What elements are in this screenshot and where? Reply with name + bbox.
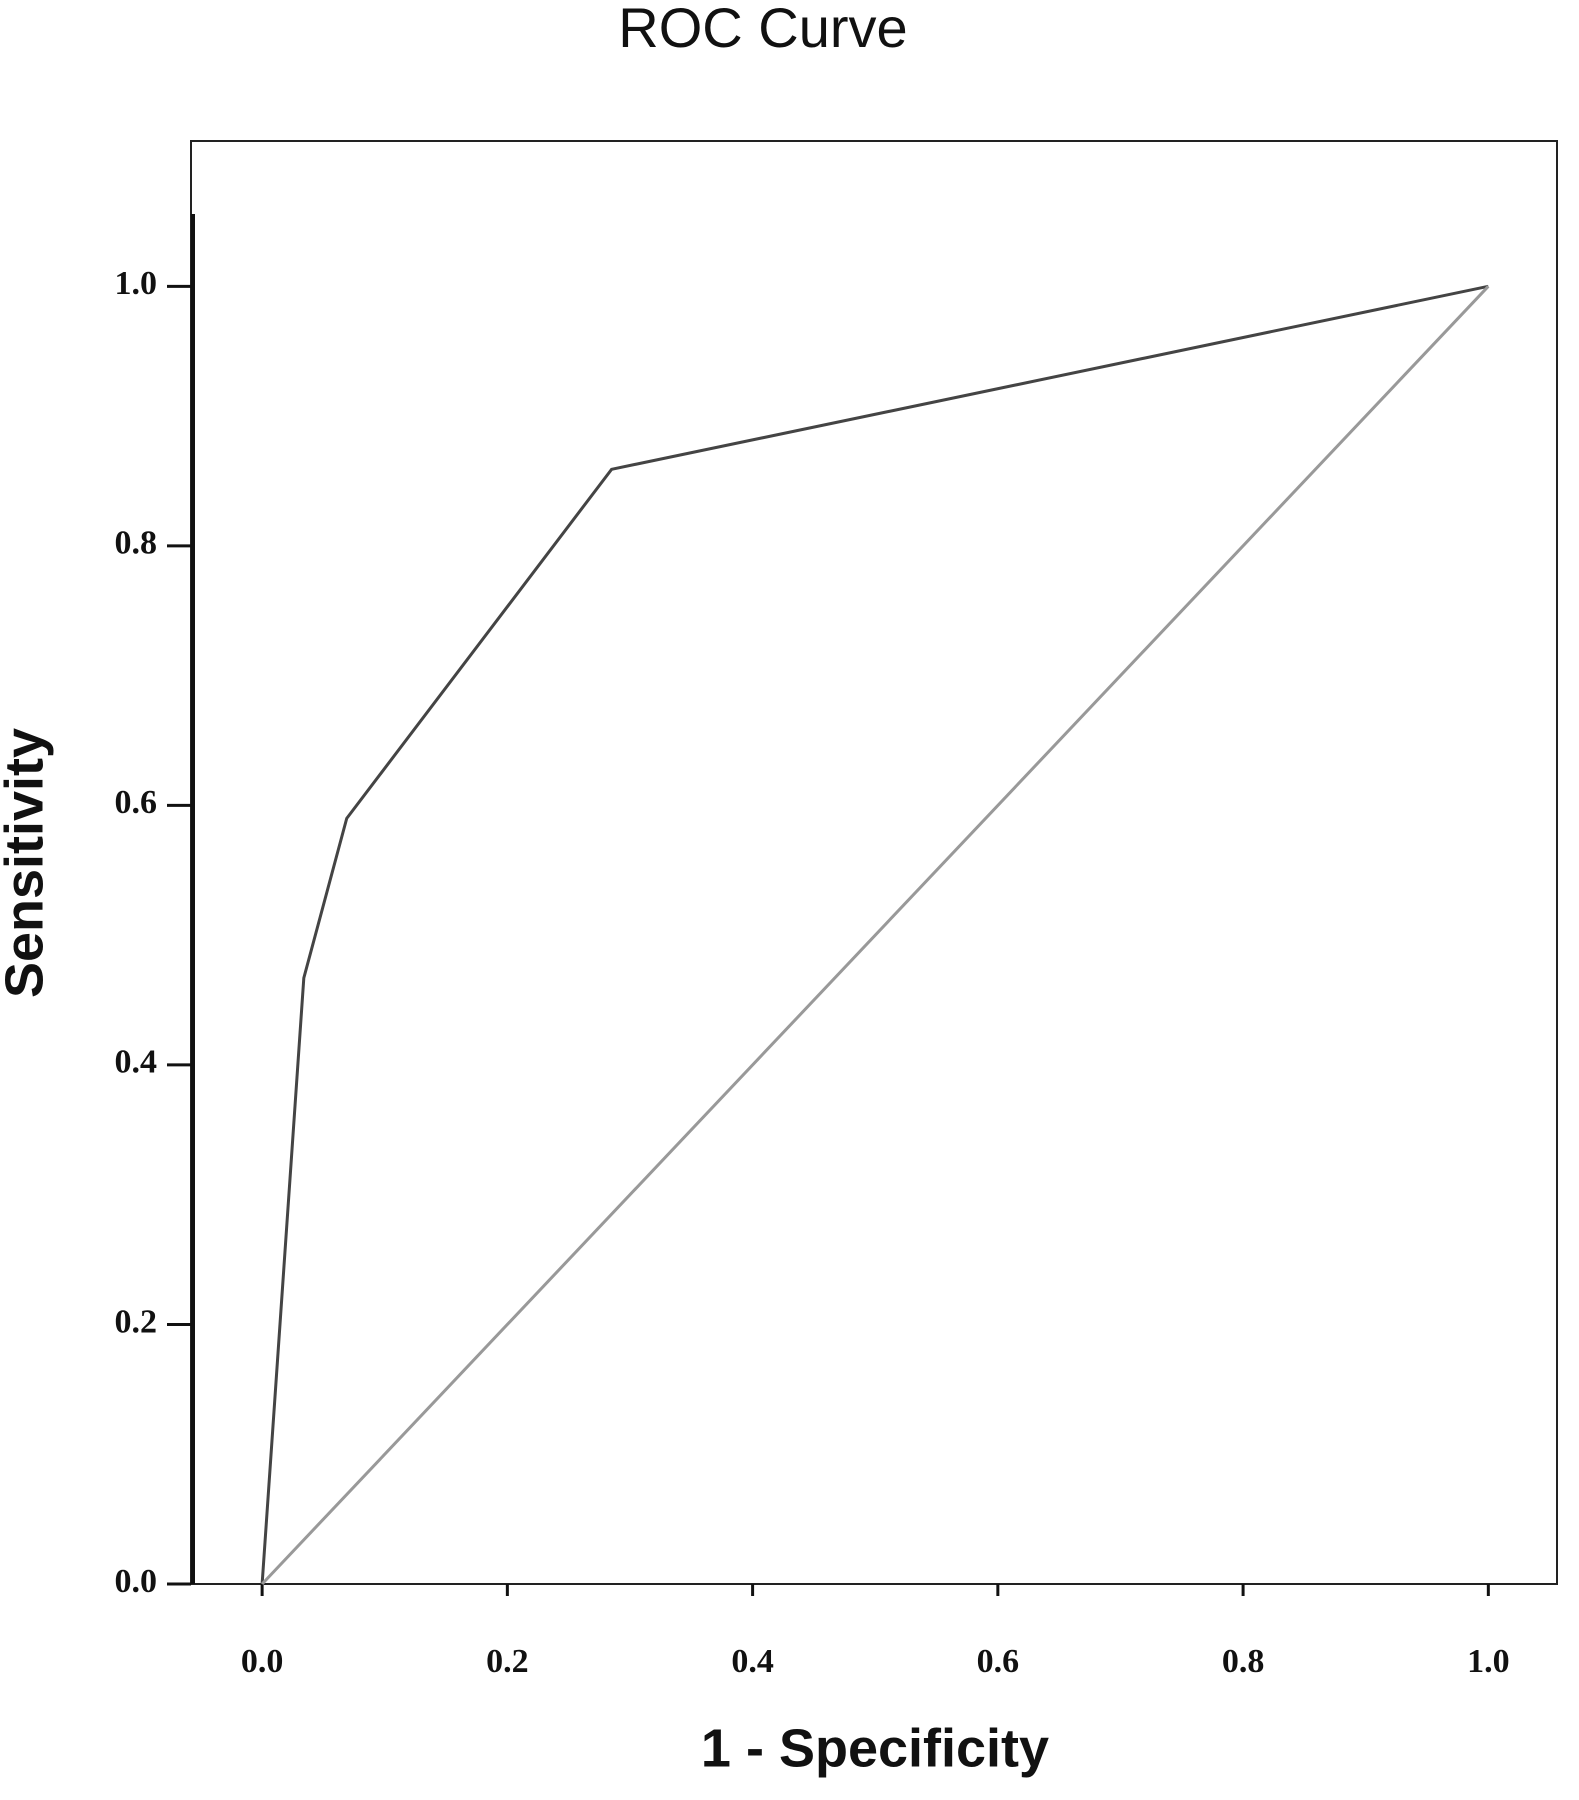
y-tick-label: 0.6: [115, 784, 158, 821]
y-tick-label: 0.2: [115, 1303, 158, 1340]
plot-frame: [190, 140, 1558, 1585]
roc-line: [260, 284, 1489, 1585]
y-axis-label: Sensitivity: [0, 728, 54, 998]
y-tick-label: 0.4: [115, 1044, 158, 1081]
chart-title: ROC Curve: [618, 0, 907, 59]
x-tick-label: 0.2: [486, 1643, 529, 1680]
roc-line: [261, 285, 1490, 1586]
x-tick-label: 0.8: [1222, 1643, 1265, 1680]
x-axis-label: 1 - Specificity: [701, 1718, 1049, 1778]
x-tick-label: 0.0: [241, 1643, 284, 1680]
x-tick-label: 0.6: [977, 1643, 1020, 1680]
y-tick-label: 0.8: [115, 525, 158, 562]
y-tick-label: 0.0: [115, 1563, 158, 1600]
y-tick-label: 1.0: [115, 265, 158, 302]
x-tick-label: 1.0: [1467, 1643, 1510, 1680]
x-tick-label: 0.4: [731, 1643, 774, 1680]
